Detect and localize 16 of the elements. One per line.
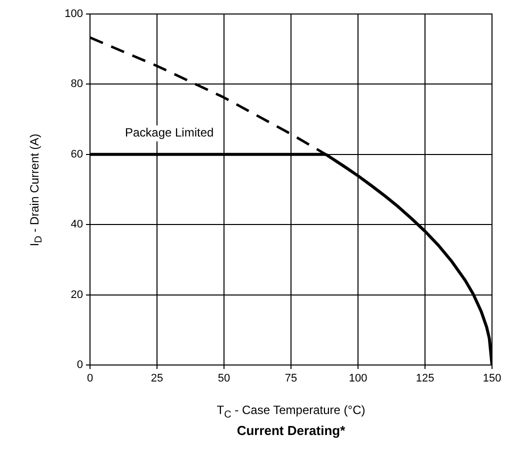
x-tick-label: 75 [284, 372, 298, 385]
y-tick-label: 80 [70, 78, 83, 90]
x-axis-title: T$_{C}$ - Case Temperature (°C) [216, 403, 366, 420]
x-tick-label: 25 [150, 372, 164, 385]
x-tick-label: 0 [86, 372, 94, 385]
y-tick-label: 40 [70, 218, 83, 231]
x-tick-label: 125 [416, 372, 434, 385]
y-tick-label: 20 [70, 288, 83, 301]
y-tick-label: 60 [70, 148, 83, 160]
x-tick-label: 50 [218, 372, 230, 385]
y-tick-label: 0 [76, 359, 83, 372]
x-tick-label: 150 [482, 372, 502, 385]
annotation: Package Limited [124, 126, 214, 140]
x-tick-label: 100 [348, 372, 368, 385]
text: Current Derating* [236, 423, 346, 438]
y-tick-label: 100 [64, 8, 83, 20]
